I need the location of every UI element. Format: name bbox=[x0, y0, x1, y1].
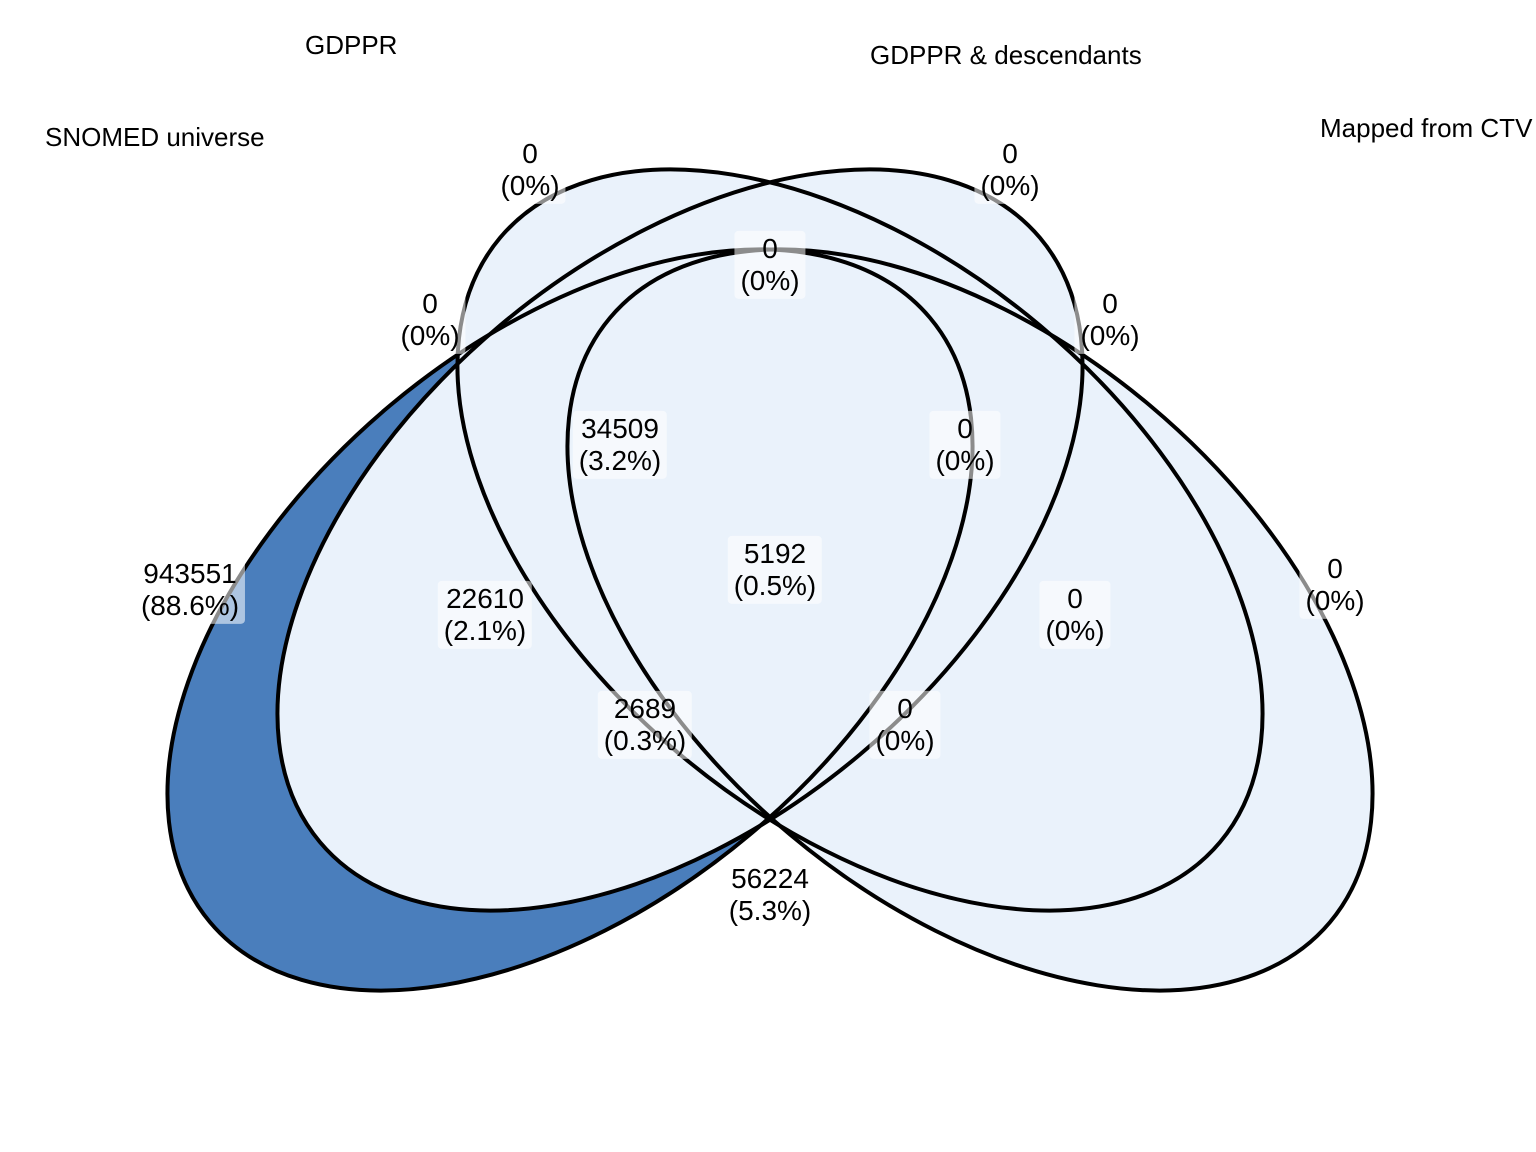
region-count: 34509 bbox=[581, 413, 659, 444]
region-ac: 22610 (2.1%) bbox=[438, 581, 532, 649]
region-count: 0 bbox=[957, 413, 973, 444]
region-pct: (0%) bbox=[500, 170, 559, 202]
region-count: 0 bbox=[897, 693, 913, 724]
region-pct: (88.6%) bbox=[141, 590, 239, 622]
region-count: 22610 bbox=[446, 583, 524, 614]
region-count: 5192 bbox=[744, 538, 806, 569]
region-pct: (0%) bbox=[875, 725, 934, 757]
region-bc: 0 (0%) bbox=[734, 231, 805, 299]
set-label-d: Mapped from CTV bbox=[1320, 113, 1532, 144]
region-ad: 56224 (5.3%) bbox=[723, 861, 817, 929]
region-pct: (0%) bbox=[935, 445, 994, 477]
region-cd: 0 (0%) bbox=[1074, 286, 1145, 354]
region-pct: (0%) bbox=[1305, 585, 1364, 617]
region-bcd: 0 (0%) bbox=[929, 411, 1000, 479]
region-abc: 34509 (3.2%) bbox=[573, 411, 667, 479]
region-pct: (0%) bbox=[980, 170, 1039, 202]
region-pct: (0.5%) bbox=[734, 570, 816, 602]
set-label-b: GDPPR bbox=[305, 30, 397, 61]
region-pct: (3.2%) bbox=[579, 445, 661, 477]
region-pct: (0%) bbox=[1045, 615, 1104, 647]
region-pct: (5.3%) bbox=[729, 895, 811, 927]
region-a-only: 943551 (88.6%) bbox=[135, 556, 245, 624]
region-count: 0 bbox=[762, 233, 778, 264]
region-pct: (0%) bbox=[400, 320, 459, 352]
region-count: 0 bbox=[1002, 138, 1018, 169]
region-b-only: 0 (0%) bbox=[494, 136, 565, 204]
region-count: 943551 bbox=[143, 558, 236, 589]
region-pct: (0%) bbox=[740, 265, 799, 297]
set-label-c: GDPPR & descendants bbox=[870, 40, 1142, 71]
region-count: 0 bbox=[422, 288, 438, 319]
region-pct: (0%) bbox=[1080, 320, 1139, 352]
set-label-a: SNOMED universe bbox=[45, 122, 265, 153]
region-count: 2689 bbox=[614, 693, 676, 724]
region-abcd: 5192 (0.5%) bbox=[728, 536, 822, 604]
region-acd: 0 (0%) bbox=[869, 691, 940, 759]
region-count: 0 bbox=[1067, 583, 1083, 614]
region-count: 0 bbox=[1327, 553, 1343, 584]
region-c-only: 0 (0%) bbox=[974, 136, 1045, 204]
region-abd: 2689 (0.3%) bbox=[598, 691, 692, 759]
region-count: 0 bbox=[522, 138, 538, 169]
region-count: 0 bbox=[1102, 288, 1118, 319]
region-d-only: 0 (0%) bbox=[1299, 551, 1370, 619]
region-count: 56224 bbox=[731, 863, 809, 894]
region-pct: (2.1%) bbox=[444, 615, 526, 647]
region-bd: 0 (0%) bbox=[1039, 581, 1110, 649]
region-pct: (0.3%) bbox=[604, 725, 686, 757]
venn-diagram: SNOMED universe GDPPR GDPPR & descendant… bbox=[0, 0, 1536, 1152]
region-ab: 0 (0%) bbox=[394, 286, 465, 354]
